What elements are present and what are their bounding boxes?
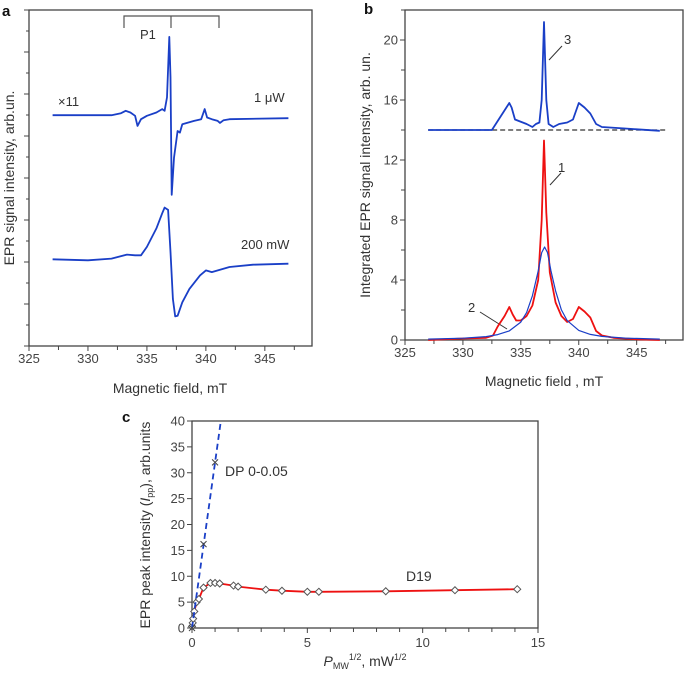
series-line-d19 xyxy=(191,582,518,627)
plot-frame-c xyxy=(191,420,539,629)
y-label-pre: EPR peak intensity ( xyxy=(137,501,153,628)
data-point-d19 xyxy=(314,587,324,596)
y-tick-label-b: 0 xyxy=(391,333,398,348)
x-axis-label-a: Magnetic field, mT xyxy=(113,380,228,396)
curve-label-1: 1 xyxy=(558,160,565,175)
data-point-d19 xyxy=(233,582,243,591)
x-tick-label-a: 330 xyxy=(77,351,99,366)
x-label-sup: 1/2 xyxy=(349,652,362,662)
scale-factor-label: ×11 xyxy=(58,94,79,109)
y-label-sub: pp xyxy=(145,488,155,498)
series-label-dp: DP 0-0.05 xyxy=(225,463,288,479)
panel-label-a: a xyxy=(2,3,11,20)
data-point-dp xyxy=(200,540,207,548)
y-axis-label-a: EPR signal intensity, arb.un. xyxy=(1,91,17,266)
x-label-sub: MW xyxy=(333,661,349,671)
y-tick-label-b: 12 xyxy=(384,153,398,168)
x-tick-label-b: 330 xyxy=(452,345,474,360)
x-tick-label-a: 325 xyxy=(18,351,40,366)
y-tick-label-b: 20 xyxy=(384,33,398,48)
p1-hyperfine-bracket xyxy=(123,15,220,28)
data-point-d19 xyxy=(450,586,460,595)
x-tick-label-c: 5 xyxy=(304,635,311,650)
x-tick-label-a: 340 xyxy=(195,351,217,366)
curve-label-2: 2 xyxy=(468,300,475,315)
y-tick-label-c: 10 xyxy=(171,569,185,584)
x-tick-label-b: 335 xyxy=(510,345,532,360)
leader-line-2 xyxy=(479,311,508,330)
data-point-d19 xyxy=(381,587,390,596)
y-tick-label-b: 8 xyxy=(391,213,398,228)
series-line-a-200mW xyxy=(52,206,289,318)
y-tick-label-b: 16 xyxy=(384,93,398,108)
y-tick-label-c: 15 xyxy=(171,543,185,558)
panel-label-b: b xyxy=(364,1,373,18)
x-tick-label-a: 335 xyxy=(136,351,158,366)
x-axis-label-b: Magnetic field , mT xyxy=(485,373,604,389)
x-tick-label-b: 340 xyxy=(568,345,590,360)
data-point-d19 xyxy=(277,586,287,595)
p1-label: P1 xyxy=(140,27,156,42)
x-label-sup2: 1/2 xyxy=(394,652,407,662)
y-tick-label-c: 0 xyxy=(178,621,185,636)
panel-label-c: c xyxy=(122,409,130,426)
series-line-b-2 xyxy=(428,246,660,340)
series-label-d19: D19 xyxy=(406,568,432,584)
data-point-d19 xyxy=(199,583,208,592)
x-tick-label-c: 15 xyxy=(531,635,545,650)
data-point-d19 xyxy=(303,587,312,596)
x-tick-label-a: 345 xyxy=(254,351,276,366)
series-line-b-3 xyxy=(428,21,660,132)
y-label-i: I xyxy=(137,498,153,502)
y-tick-label-c: 25 xyxy=(171,491,185,506)
leader-line-1 xyxy=(549,172,562,186)
y-tick-label-c: 20 xyxy=(171,517,185,532)
series-line-b-1 xyxy=(428,139,660,341)
series-line-a-1μW xyxy=(52,36,289,196)
x-tick-label-b: 325 xyxy=(394,345,416,360)
y-axis-label-c: EPR peak intensity (Ipp), arb.units xyxy=(137,422,155,629)
data-point-d19 xyxy=(513,584,522,594)
x-axis-label-c: PMW1/2, mW1/2 xyxy=(323,652,406,671)
chart-marks: 325 330 335 340 345 325 330 335 340 3450481216200… xyxy=(18,9,667,650)
y-label-post: ), arb.units xyxy=(137,422,153,488)
plot-frame-b xyxy=(404,9,684,341)
x-label-p: P xyxy=(323,653,333,669)
series-label-1uW: 1 μW xyxy=(254,90,285,105)
y-tick-label-b: 4 xyxy=(391,273,398,288)
y-tick-label-c: 40 xyxy=(171,414,185,429)
data-point-d19 xyxy=(215,579,224,588)
data-point-d19 xyxy=(261,585,271,594)
series-label-200mW: 200 mW xyxy=(241,237,290,252)
y-tick-label-c: 30 xyxy=(171,465,185,480)
x-tick-label-c: 0 xyxy=(188,635,195,650)
y-axis-label-b: Integrated EPR signal intensity, arb. un… xyxy=(357,52,373,298)
y-tick-label-c: 35 xyxy=(171,439,185,454)
fit-line-dp xyxy=(191,420,222,629)
x-tick-label-c: 10 xyxy=(415,635,429,650)
curve-label-3: 3 xyxy=(564,32,571,47)
data-point-dp xyxy=(188,624,196,632)
x-tick-label-b: 345 xyxy=(626,345,648,360)
data-point-dp xyxy=(211,459,219,466)
x-label-rest: , mW xyxy=(361,653,394,669)
leader-line-3 xyxy=(548,45,563,61)
y-tick-label-c: 5 xyxy=(178,595,185,610)
